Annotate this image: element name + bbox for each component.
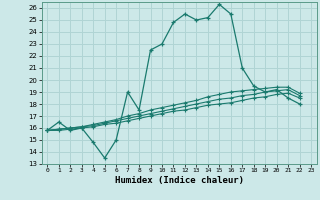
X-axis label: Humidex (Indice chaleur): Humidex (Indice chaleur) — [115, 176, 244, 185]
